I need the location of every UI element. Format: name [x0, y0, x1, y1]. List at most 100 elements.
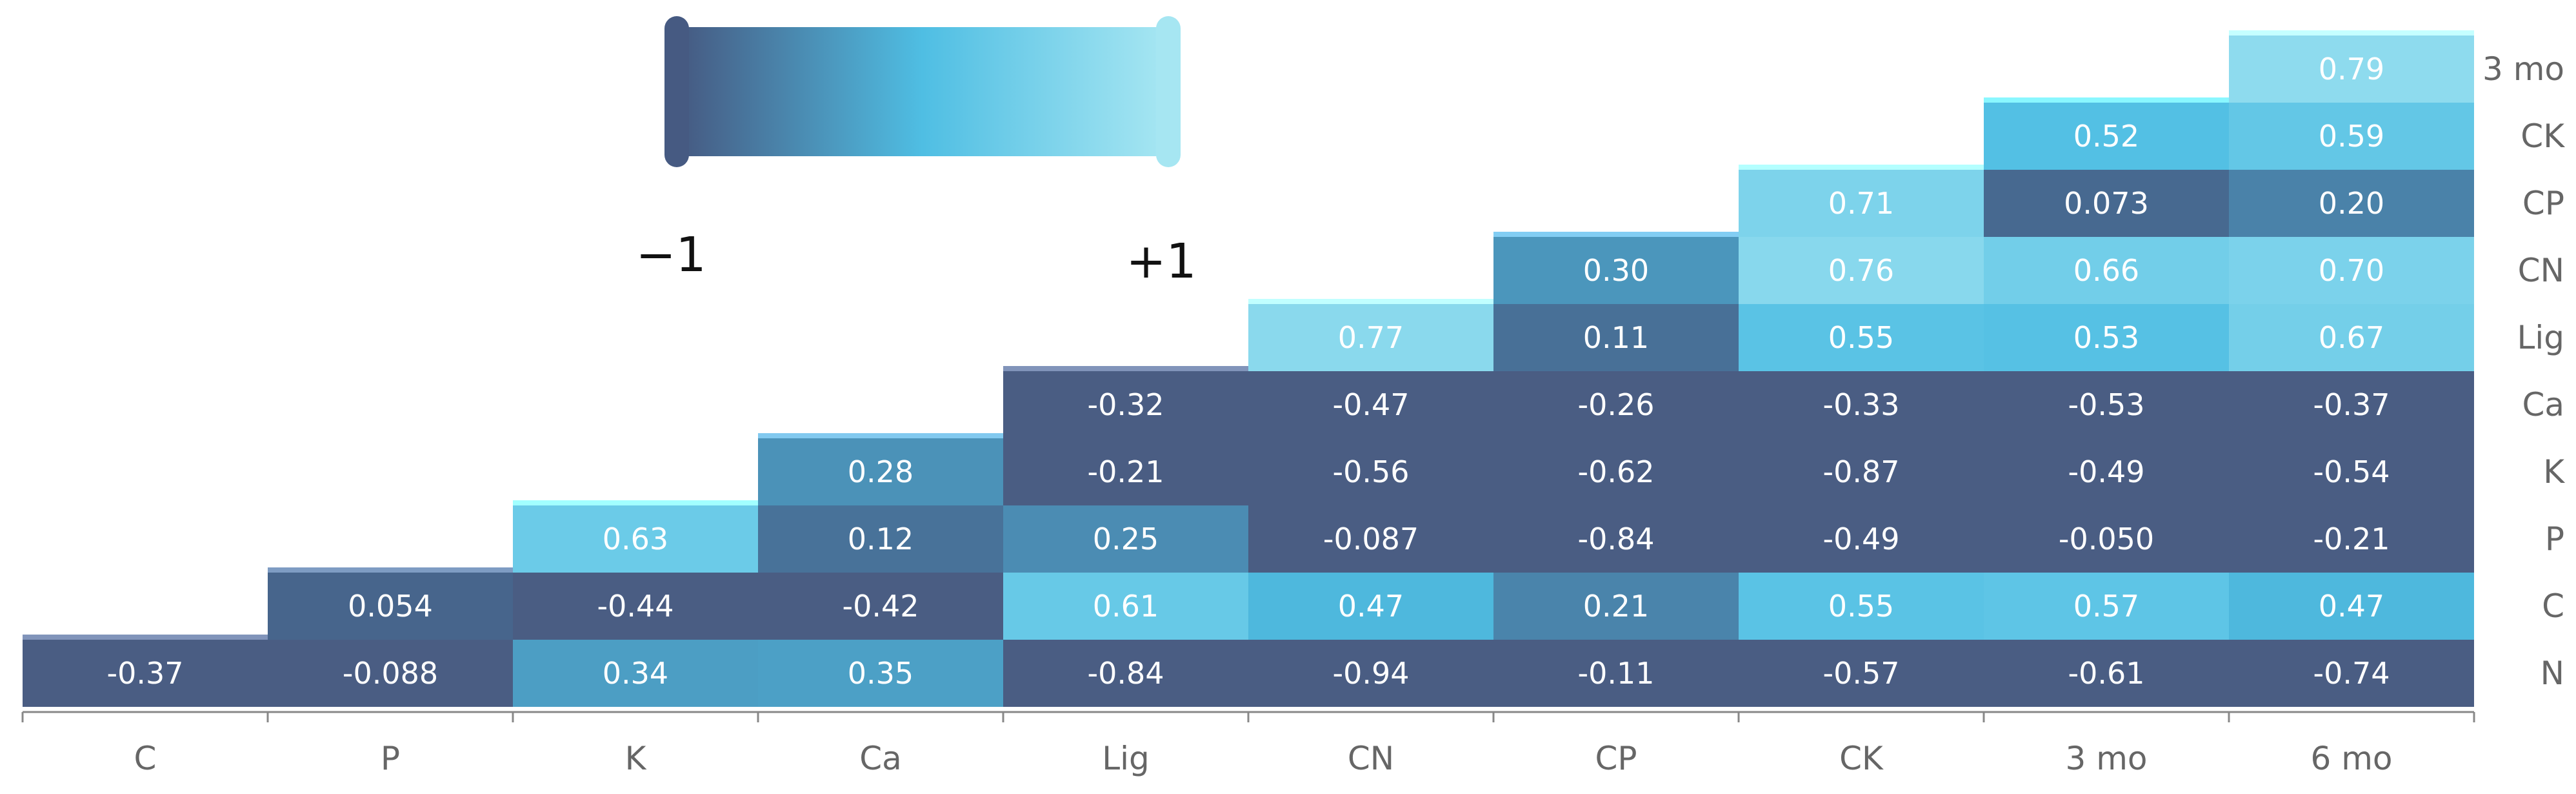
- cell-value-label: 0.63: [603, 522, 668, 556]
- cell-value-label: -0.37: [2313, 387, 2390, 422]
- heatmap-cell: [1493, 237, 1739, 304]
- cell-value-label: 0.67: [2319, 320, 2384, 355]
- heatmap-cell: [1003, 371, 1248, 438]
- heatmap-cell: [1984, 505, 2229, 573]
- y-tick-label: Ca: [2522, 386, 2564, 423]
- heatmap-cell: [1984, 237, 2229, 304]
- cell-value-label: 0.21: [1583, 589, 1649, 624]
- heatmap-cell: [513, 640, 758, 707]
- cell-value-label: 0.47: [2319, 589, 2384, 624]
- cell-value-label: 0.59: [2319, 119, 2384, 154]
- heatmap-cell: [1984, 170, 2229, 237]
- heatmap-cell: [1003, 438, 1248, 505]
- heatmap-cell: [1248, 505, 1493, 573]
- heatmap-cell: [2229, 103, 2474, 170]
- cell-value-label: 0.52: [2073, 119, 2139, 154]
- cell-value-label: 0.53: [2073, 320, 2139, 355]
- cell-value-label: 0.25: [1093, 522, 1159, 556]
- cell-value-label: -0.61: [2068, 656, 2144, 691]
- cell-value-label: 0.34: [603, 656, 668, 691]
- cell-value-label: -0.42: [842, 589, 919, 624]
- heatmap-cell-top-edge: [1493, 232, 1739, 237]
- heatmap-cell: [1739, 640, 1984, 707]
- cell-value-label: 0.71: [1828, 186, 1894, 221]
- legend-min-label: −1: [635, 227, 706, 283]
- heatmap-cell-top-edge: [758, 433, 1003, 438]
- heatmap-cell: [1984, 438, 2229, 505]
- heatmap-cell: [1984, 103, 2229, 170]
- x-tick-label: Ca: [859, 740, 902, 777]
- cell-value-label: -0.44: [597, 589, 674, 624]
- heatmap-cell: [1739, 371, 1984, 438]
- y-tick-label: C: [2542, 587, 2564, 625]
- cell-value-label: -0.21: [2313, 522, 2390, 556]
- cell-value-label: 0.66: [2073, 253, 2139, 288]
- color-legend: −1 +1: [635, 16, 1197, 289]
- y-tick-label: N: [2541, 655, 2564, 692]
- cell-value-label: -0.87: [1822, 454, 1899, 489]
- cell-value-label: 0.47: [1338, 589, 1404, 624]
- heatmap-cell-top-edge: [2229, 30, 2474, 36]
- y-tick-label: P: [2545, 520, 2564, 558]
- heatmap-cell: [1493, 640, 1739, 707]
- x-tick-label: CK: [1839, 740, 1884, 777]
- cell-value-label: -0.11: [1577, 656, 1654, 691]
- heatmap-cell: [1248, 371, 1493, 438]
- cell-value-label: 0.77: [1338, 320, 1404, 355]
- x-tick-label: C: [134, 740, 157, 777]
- heatmap-cell: [2229, 438, 2474, 505]
- y-tick-label: Lig: [2517, 319, 2565, 356]
- x-tick-label: P: [381, 740, 400, 777]
- cell-value-label: 0.12: [848, 522, 914, 556]
- cell-value-label: 0.28: [848, 454, 914, 489]
- heatmap-cell: [513, 573, 758, 640]
- cell-value-label: -0.94: [1332, 656, 1409, 691]
- y-tick-label: CK: [2521, 117, 2565, 155]
- cell-value-label: 0.11: [1583, 320, 1649, 355]
- x-tick-label: CP: [1595, 740, 1637, 777]
- heatmap-cell: [758, 505, 1003, 573]
- cell-value-label: -0.088: [343, 656, 438, 691]
- heatmap-cell: [1739, 170, 1984, 237]
- heatmap-cell: [2229, 640, 2474, 707]
- cell-value-label: 0.073: [2064, 186, 2149, 221]
- cell-value-label: -0.84: [1577, 522, 1654, 556]
- cell-value-label: -0.47: [1332, 387, 1409, 422]
- y-tick-label: CP: [2522, 185, 2564, 222]
- cell-value-label: -0.49: [1822, 522, 1899, 556]
- x-tick-label: 6 mo: [2310, 740, 2392, 777]
- legend-left-handle: [664, 16, 689, 167]
- x-tick-label: CN: [1348, 740, 1394, 777]
- heatmap-cell: [1739, 304, 1984, 371]
- cell-value-label: -0.57: [1822, 656, 1899, 691]
- heatmap-cell: [1248, 640, 1493, 707]
- heatmap-cell: [268, 573, 513, 640]
- heatmap-cell: [1493, 304, 1739, 371]
- cell-value-label: -0.33: [1822, 387, 1899, 422]
- heatmap-cell: [1984, 304, 2229, 371]
- x-tick-label: 3 mo: [2065, 740, 2147, 777]
- heatmap-cell: [2229, 170, 2474, 237]
- heatmap-cell: [758, 438, 1003, 505]
- cell-value-label: 0.57: [2073, 589, 2139, 624]
- heatmap-cell: [1003, 573, 1248, 640]
- x-axis: C P K Ca Lig CN CP CK 3 mo 6 mo: [21, 711, 2475, 777]
- heatmap-cell: [1248, 304, 1493, 371]
- heatmap-cell: [2229, 505, 2474, 573]
- cell-value-label: 0.61: [1093, 589, 1159, 624]
- cell-value-label: -0.74: [2313, 656, 2390, 691]
- x-tick-label: K: [625, 740, 647, 777]
- heatmap-cell: [1248, 573, 1493, 640]
- heatmap-cell: [1003, 505, 1248, 573]
- heatmap-cell: [1493, 371, 1739, 438]
- heatmap-cell: [2229, 371, 2474, 438]
- heatmap-cell-top-edge: [1003, 366, 1248, 371]
- cell-value-label: -0.26: [1577, 387, 1654, 422]
- heatmap-cell: [2229, 304, 2474, 371]
- cell-value-label: 0.55: [1828, 589, 1894, 624]
- heatmap-cell-top-edge: [1248, 299, 1493, 304]
- heatmap-cell-top-edge: [513, 500, 758, 505]
- cell-value-label: -0.54: [2313, 454, 2390, 489]
